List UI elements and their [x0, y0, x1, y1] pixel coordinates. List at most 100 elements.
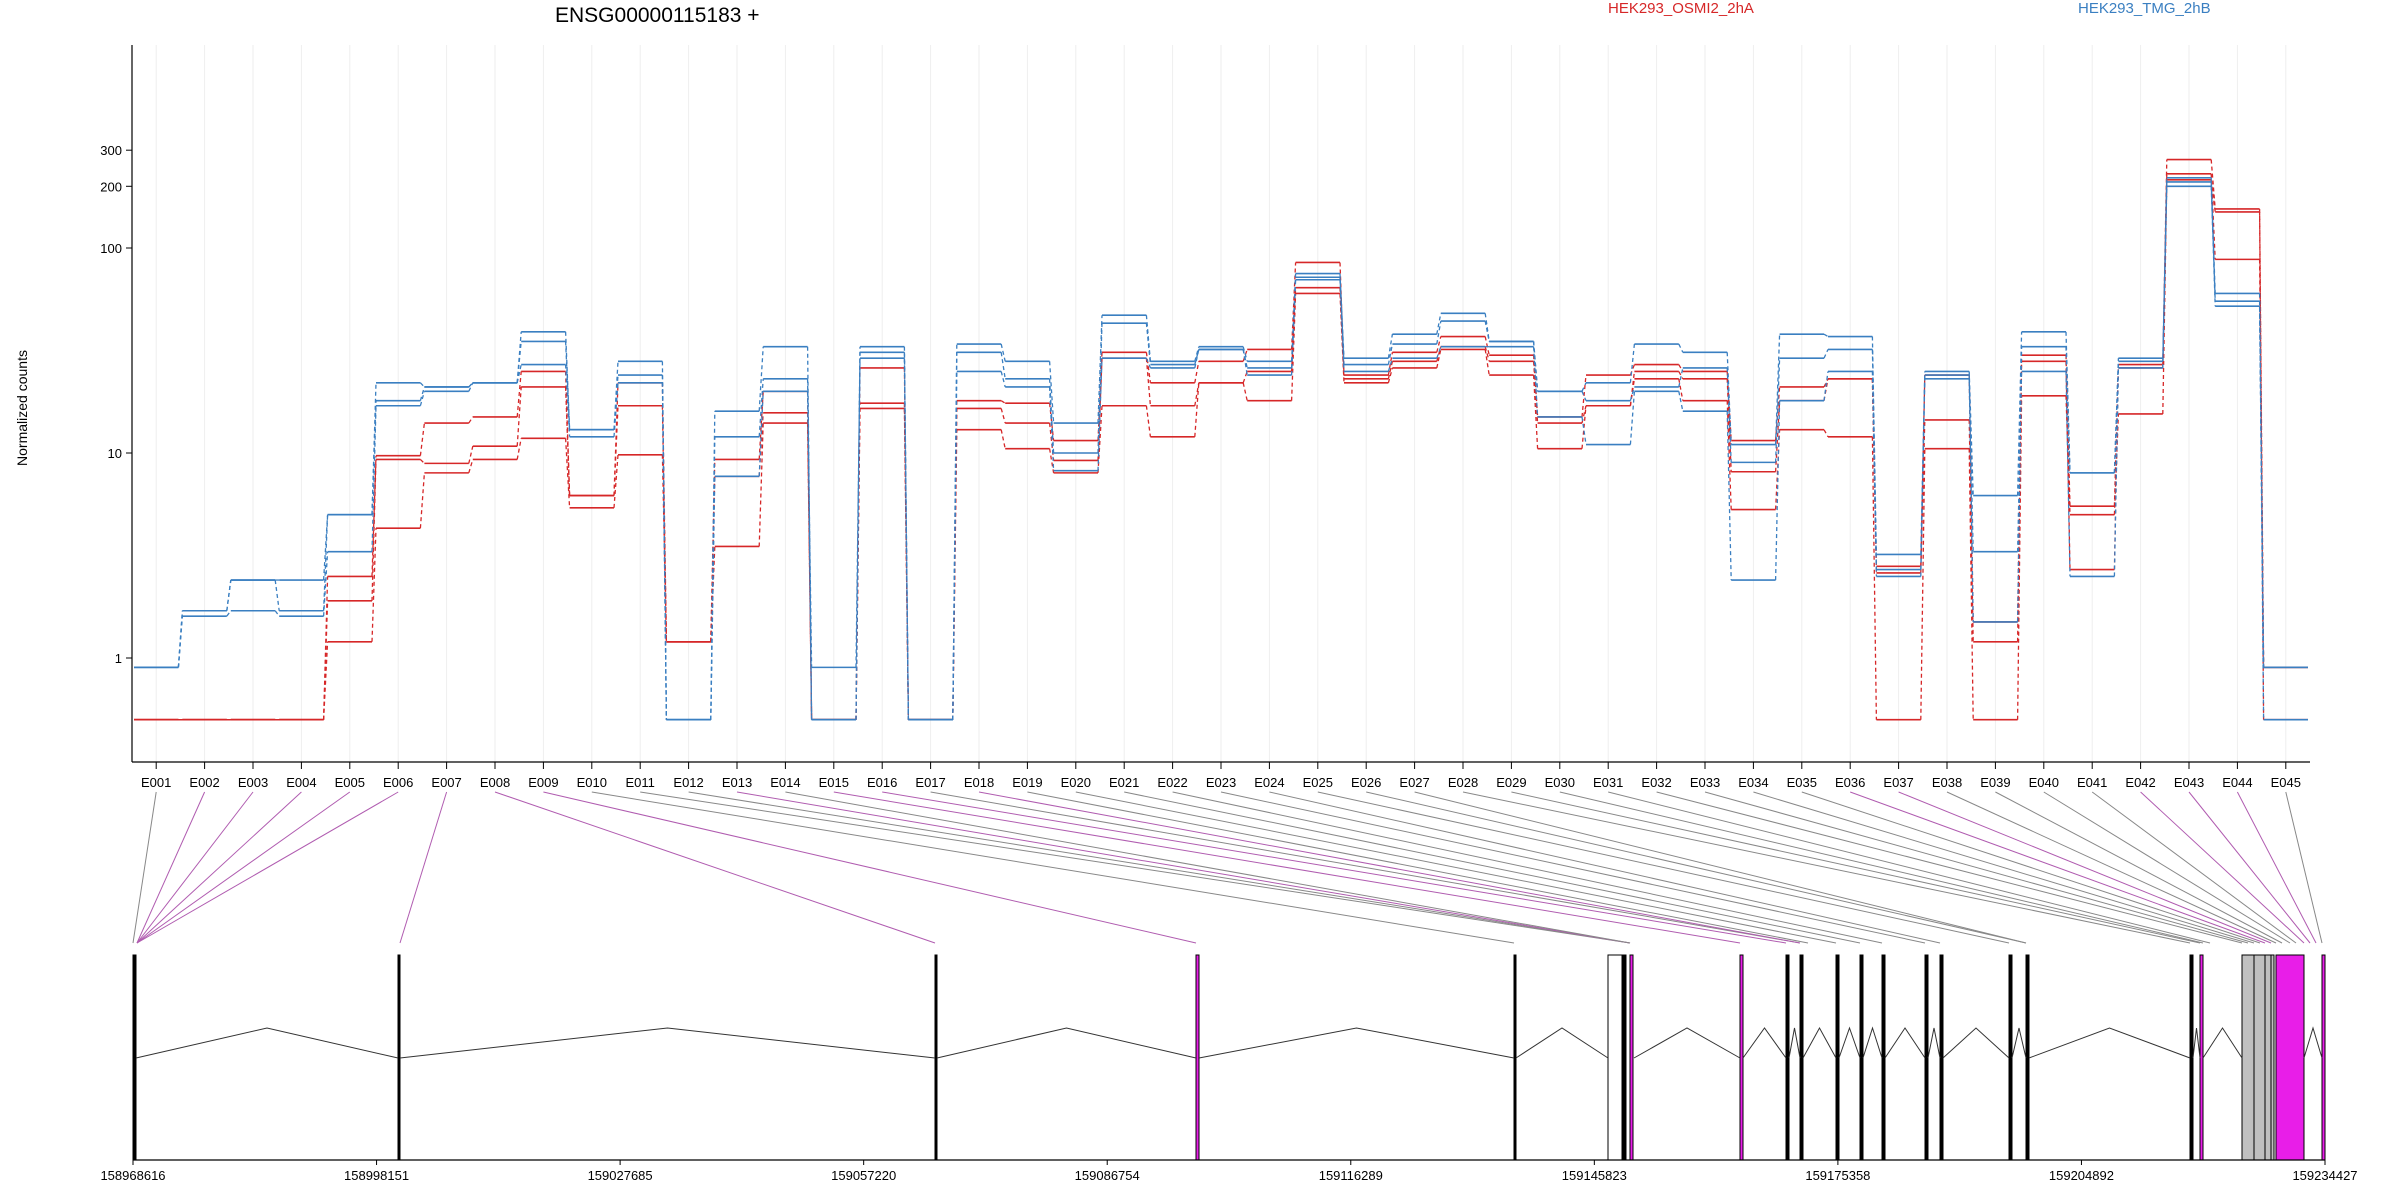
series-connector	[1145, 357, 1152, 369]
series-lines	[134, 158, 2308, 721]
series-connector	[468, 382, 474, 388]
series-connector	[468, 382, 474, 392]
series-connector	[1145, 358, 1152, 406]
series-connector	[468, 459, 474, 474]
coordinate-tick-label: 159027685	[588, 1168, 653, 1183]
series-connector	[2016, 371, 2023, 552]
series-connector	[1629, 386, 1636, 401]
x-tick-label: E043	[2174, 775, 2204, 790]
series-connector	[1436, 320, 1442, 345]
x-tick-label: E023	[1206, 775, 1236, 790]
series-connector	[1871, 436, 1878, 720]
exon-connector-line	[930, 791, 1801, 944]
series-connector	[419, 422, 426, 456]
series-connector	[1387, 361, 1394, 379]
coordinate-tick-label: 159204892	[2049, 1168, 2114, 1183]
x-tick-label: E029	[1496, 775, 1526, 790]
series-connector	[1145, 352, 1152, 383]
series-connector	[1436, 336, 1442, 353]
series-connector	[322, 641, 329, 720]
series-connector	[1823, 333, 1829, 338]
series-connector	[322, 576, 329, 720]
x-tick-label: E009	[528, 775, 558, 790]
series-connector	[468, 446, 474, 464]
exon-connector-line	[132, 791, 157, 944]
x-tick-label: E024	[1254, 775, 1284, 790]
x-axis: E001 E002 E003 E004 E005 E006 E007 E008 E009 E010…	[132, 761, 2310, 790]
x-tick-label: E007	[431, 775, 461, 790]
series-connector	[322, 551, 329, 617]
exon-connector-line	[1656, 791, 2243, 944]
intron-line	[1927, 1027, 1941, 1059]
x-tick-label: E040	[2029, 775, 2059, 790]
x-tick-label: E018	[964, 775, 994, 790]
x-tick-label: E011	[625, 775, 654, 790]
series-connector	[1097, 405, 1103, 473]
series-connector	[516, 438, 522, 460]
series-connector	[564, 438, 571, 508]
exon-connector-line	[1414, 791, 2027, 944]
exon-connector-line	[136, 791, 399, 944]
x-tick-label: E005	[335, 775, 365, 790]
exon-connector-line	[1946, 791, 2277, 944]
exon-connector-line	[136, 791, 302, 944]
series-connector	[1436, 313, 1442, 335]
series-connector	[758, 378, 764, 437]
series-connector	[903, 346, 910, 720]
series-connector	[1048, 403, 1055, 441]
series-connector	[2016, 331, 2023, 496]
coordinate-tick-label: 159234427	[2292, 1168, 2357, 1183]
series-connector	[1968, 448, 1974, 720]
exon-connector-line	[1850, 791, 2266, 944]
x-tick-label: E002	[189, 775, 219, 790]
exon-box	[2008, 954, 2013, 1161]
series-connector	[758, 346, 764, 412]
series-connector	[226, 610, 232, 617]
series-connector	[419, 458, 425, 464]
series-connector	[903, 403, 910, 720]
gene-model	[132, 954, 2326, 1161]
series-connector	[1678, 367, 1684, 388]
coordinate-tick-label: 159116289	[1319, 1168, 1383, 1183]
series-connector	[516, 331, 522, 383]
x-tick-label: E006	[383, 775, 413, 790]
series-connector	[1678, 378, 1684, 401]
exon-connector-line	[136, 791, 206, 944]
intron-line	[1198, 1027, 1515, 1059]
exon-box	[1195, 954, 1200, 1161]
y-axis: 1 10 100 200 300	[100, 45, 133, 762]
y-tick-label: 10	[108, 446, 122, 461]
series-connector	[1823, 349, 1829, 359]
series-connector	[1242, 349, 1248, 376]
exon-connector-line	[640, 791, 1631, 944]
exon-connector-line	[2236, 791, 2317, 944]
coordinate-tick-label: 159175358	[1805, 1168, 1870, 1183]
x-tick-label: E013	[722, 775, 752, 790]
intron-line	[1633, 1027, 1741, 1059]
intron-line	[1884, 1027, 1926, 1059]
chart-title: ENSG00000115183 +	[555, 4, 760, 27]
coordinate-tick-label: 159145823	[1562, 1168, 1627, 1183]
exon-box	[2321, 954, 2326, 1161]
exon-box	[1924, 954, 1929, 1161]
series-connector	[1387, 358, 1394, 372]
series-connector	[1726, 371, 1732, 441]
series-connector	[806, 346, 813, 720]
x-tick-label: E010	[577, 775, 607, 790]
series-connector	[2258, 293, 2265, 720]
series-connector	[1726, 367, 1732, 463]
series-connector	[1581, 382, 1587, 392]
series-connector	[2113, 364, 2120, 507]
series-connector	[806, 378, 813, 720]
x-tick-label: E045	[2271, 775, 2301, 790]
x-tick-label: E031	[1593, 775, 1623, 790]
coordinate-axis: 158968616 158998151 159027685 159057220 1590…	[100, 1159, 2358, 1183]
coordinate-tick-label: 158968616	[100, 1168, 165, 1183]
intron-line	[2011, 1027, 2027, 1059]
series-connector	[419, 386, 426, 401]
series-connector	[1000, 400, 1006, 404]
series-connector	[1774, 358, 1781, 463]
series-connector	[1774, 429, 1781, 510]
series-connector	[1774, 400, 1781, 581]
x-tick-label: E003	[238, 775, 268, 790]
